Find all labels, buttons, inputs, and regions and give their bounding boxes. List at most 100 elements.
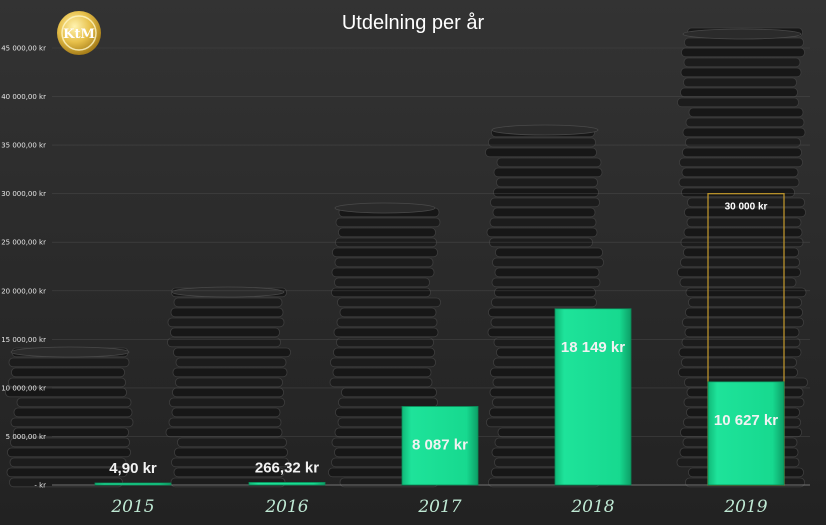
coin: [333, 347, 435, 358]
coin: [337, 297, 441, 308]
coin: [494, 267, 600, 278]
coin: [10, 417, 134, 428]
coin: [681, 187, 795, 198]
coin: [488, 137, 596, 148]
coin: [167, 337, 281, 348]
coin: [6, 467, 128, 478]
coin: [678, 177, 800, 188]
coin: [334, 277, 430, 288]
coin-stack-top: [491, 124, 599, 136]
logo-text: KtM: [63, 27, 95, 42]
bar: [94, 482, 172, 486]
coin: [334, 257, 434, 268]
coin: [492, 257, 604, 268]
bars: [94, 308, 785, 486]
coin-stack-top: [10, 346, 130, 358]
coin: [175, 357, 287, 368]
coin: [173, 347, 291, 358]
coin: [8, 357, 130, 368]
coin: [683, 247, 799, 258]
coin: [175, 377, 283, 388]
coin: [685, 117, 805, 128]
coin: [331, 287, 431, 298]
x-tick-label: 2018: [570, 497, 614, 517]
coin: [681, 47, 805, 58]
coin: [679, 277, 797, 288]
coin: [177, 437, 287, 448]
coin: [333, 327, 439, 338]
coin-stack-top: [171, 286, 285, 298]
bar: [248, 482, 326, 486]
coin: [330, 357, 436, 368]
coin-stack: [5, 346, 134, 488]
value-label: 8 087 kr: [412, 436, 468, 453]
coin: [686, 217, 802, 228]
bar: [554, 308, 632, 486]
y-tick-label: 35 000,00 kr: [1, 142, 46, 150]
target-label: 30 000 kr: [725, 202, 768, 213]
coin-stack: [165, 286, 291, 488]
logo: KtM: [57, 11, 101, 55]
coin: [173, 467, 285, 478]
coin: [493, 167, 603, 178]
coin: [332, 367, 432, 378]
x-tick-label: 2015: [110, 497, 154, 517]
coin: [687, 197, 805, 208]
coin: [335, 217, 441, 228]
coin: [682, 317, 804, 328]
coin: [331, 267, 435, 278]
coin: [165, 427, 283, 438]
coin: [172, 367, 288, 378]
coin: [683, 227, 803, 238]
coin: [486, 227, 598, 238]
coin: [684, 327, 800, 338]
coin: [332, 247, 438, 258]
coin: [13, 407, 133, 418]
y-axis-ticks: - kr 5 000,00 kr 10 000,00 kr 15 000,00 kr 2…: [1, 45, 46, 490]
coin: [490, 197, 600, 208]
coin: [494, 287, 596, 298]
x-tick-label: 2016: [264, 497, 308, 517]
x-axis-labels: 2015 2016 2017 2018 2019: [110, 497, 767, 517]
y-tick-label: 30 000,00 kr: [1, 190, 46, 198]
coin: [336, 337, 434, 348]
coin: [681, 337, 801, 348]
y-tick-label: 15 000,00 kr: [1, 336, 46, 344]
coin: [8, 377, 126, 388]
coin: [677, 97, 799, 108]
coin: [681, 167, 799, 178]
value-label: 266,32 kr: [255, 459, 319, 476]
coin: [10, 437, 130, 448]
bar: [707, 381, 785, 486]
coin: [685, 137, 801, 148]
coin: [685, 307, 803, 318]
coin: [680, 87, 798, 98]
coin: [329, 377, 433, 388]
coin: [683, 77, 797, 88]
coin: [338, 397, 438, 408]
coin: [9, 457, 127, 468]
coin: [171, 457, 289, 468]
coin: [174, 447, 288, 458]
value-label: 10 627 kr: [714, 412, 778, 429]
coin: [496, 157, 602, 168]
coin: [172, 387, 284, 398]
coin-stack: [328, 202, 441, 488]
value-label: 4,90 kr: [109, 460, 157, 477]
coin: [682, 147, 802, 158]
coin: [679, 157, 803, 168]
x-tick-label: 2017: [417, 497, 461, 517]
coin: [336, 317, 438, 328]
logo-coin-ring: [61, 15, 97, 51]
y-tick-label: 20 000,00 kr: [1, 287, 46, 295]
chart-title: Utdelning per år: [342, 12, 485, 34]
x-tick-label: 2019: [723, 497, 767, 517]
coin: [688, 297, 802, 308]
y-tick-label: 25 000,00 kr: [1, 239, 46, 247]
coin: [678, 347, 802, 358]
coin: [173, 297, 283, 308]
coin: [685, 287, 807, 298]
coin: [341, 387, 437, 398]
